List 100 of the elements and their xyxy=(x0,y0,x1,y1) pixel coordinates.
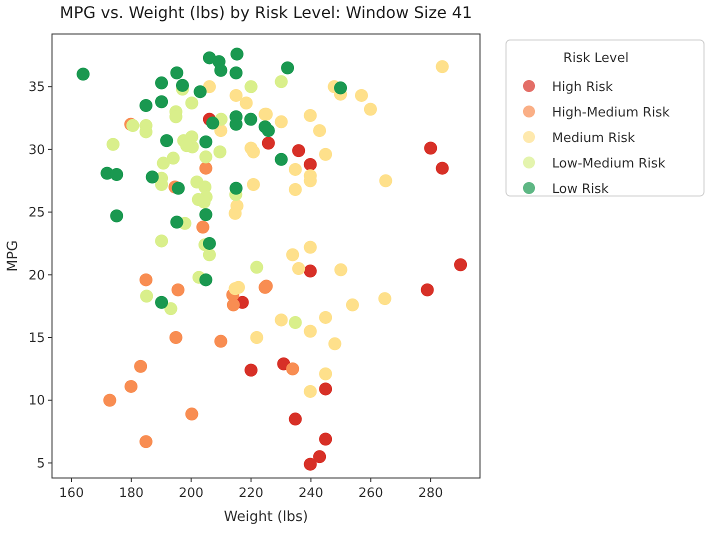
point xyxy=(304,458,317,471)
point xyxy=(134,360,148,373)
point xyxy=(172,283,185,296)
point xyxy=(304,158,317,171)
point xyxy=(155,95,168,108)
y-tick-label: 35 xyxy=(28,80,45,96)
x-axis-title: Weight (lbs) xyxy=(224,509,308,525)
point xyxy=(202,80,216,94)
point xyxy=(379,174,392,188)
point xyxy=(292,262,306,276)
legend-label: Low Risk xyxy=(552,182,610,197)
x-tick-label: 200 xyxy=(178,486,204,501)
point xyxy=(262,136,275,150)
y-tick-label: 10 xyxy=(28,394,45,409)
point xyxy=(274,152,288,166)
point xyxy=(230,182,243,195)
point xyxy=(139,98,152,112)
point xyxy=(304,109,317,122)
point xyxy=(103,394,116,407)
point xyxy=(185,408,198,421)
point xyxy=(328,337,342,350)
legend-title: Risk Level xyxy=(563,51,629,66)
point xyxy=(288,412,302,426)
x-tick-label: 220 xyxy=(238,486,264,501)
point xyxy=(319,382,332,396)
point xyxy=(319,432,332,446)
point xyxy=(262,124,275,138)
point xyxy=(288,316,302,329)
point xyxy=(246,178,260,192)
point xyxy=(246,145,260,158)
point xyxy=(164,302,178,316)
x-tick-label: 180 xyxy=(118,486,144,501)
point xyxy=(230,48,244,61)
point xyxy=(364,102,377,116)
point xyxy=(436,60,449,74)
point xyxy=(420,283,434,296)
legend-label: Low-Medium Risk xyxy=(552,156,666,172)
x-tick-label: 160 xyxy=(59,486,84,501)
point xyxy=(281,61,294,74)
point xyxy=(346,298,359,312)
point xyxy=(199,208,212,222)
point xyxy=(199,135,212,148)
point xyxy=(106,138,120,151)
point xyxy=(206,116,220,130)
point xyxy=(292,144,306,158)
point xyxy=(155,296,168,309)
point xyxy=(139,273,152,286)
point xyxy=(146,170,159,184)
x-tick-label: 260 xyxy=(358,486,384,501)
point xyxy=(319,148,332,161)
point xyxy=(230,66,243,80)
point xyxy=(176,78,189,92)
point xyxy=(169,331,182,344)
point xyxy=(378,292,392,306)
point xyxy=(226,298,240,312)
point xyxy=(286,362,300,376)
point xyxy=(244,112,258,126)
point xyxy=(139,435,152,448)
point xyxy=(199,150,212,164)
point xyxy=(244,80,258,94)
point xyxy=(202,248,216,262)
point xyxy=(244,364,258,377)
x-tick-label: 280 xyxy=(418,486,444,501)
point xyxy=(199,273,212,286)
point xyxy=(199,162,212,175)
point xyxy=(230,88,243,102)
y-tick-label: 15 xyxy=(28,331,45,346)
y-tick-label: 30 xyxy=(28,142,45,158)
legend-label: Medium Risk xyxy=(552,131,636,146)
point xyxy=(194,85,207,98)
point xyxy=(454,258,468,272)
point xyxy=(166,152,180,165)
point xyxy=(156,156,170,170)
point xyxy=(319,310,332,324)
point xyxy=(170,66,184,80)
y-tick-label: 25 xyxy=(28,206,45,221)
point xyxy=(110,209,124,222)
point xyxy=(213,145,226,158)
point xyxy=(155,76,168,90)
point xyxy=(76,68,90,81)
point xyxy=(334,263,348,276)
point xyxy=(354,88,368,102)
point xyxy=(185,96,198,110)
point xyxy=(196,220,210,234)
point xyxy=(313,124,326,138)
chart-title: MPG vs. Weight (lbs) by Risk Level: Window Size 41 xyxy=(60,3,472,22)
x-tick-label: 240 xyxy=(298,486,324,501)
point xyxy=(286,248,300,262)
point xyxy=(304,384,317,398)
point xyxy=(274,75,288,88)
point xyxy=(202,236,216,250)
point xyxy=(304,264,317,278)
point xyxy=(172,182,185,195)
point xyxy=(170,216,184,229)
point xyxy=(124,380,138,393)
point xyxy=(288,183,302,196)
point xyxy=(274,313,288,326)
y-tick-label: 20 xyxy=(28,268,45,284)
point xyxy=(250,260,264,274)
point xyxy=(250,331,264,344)
